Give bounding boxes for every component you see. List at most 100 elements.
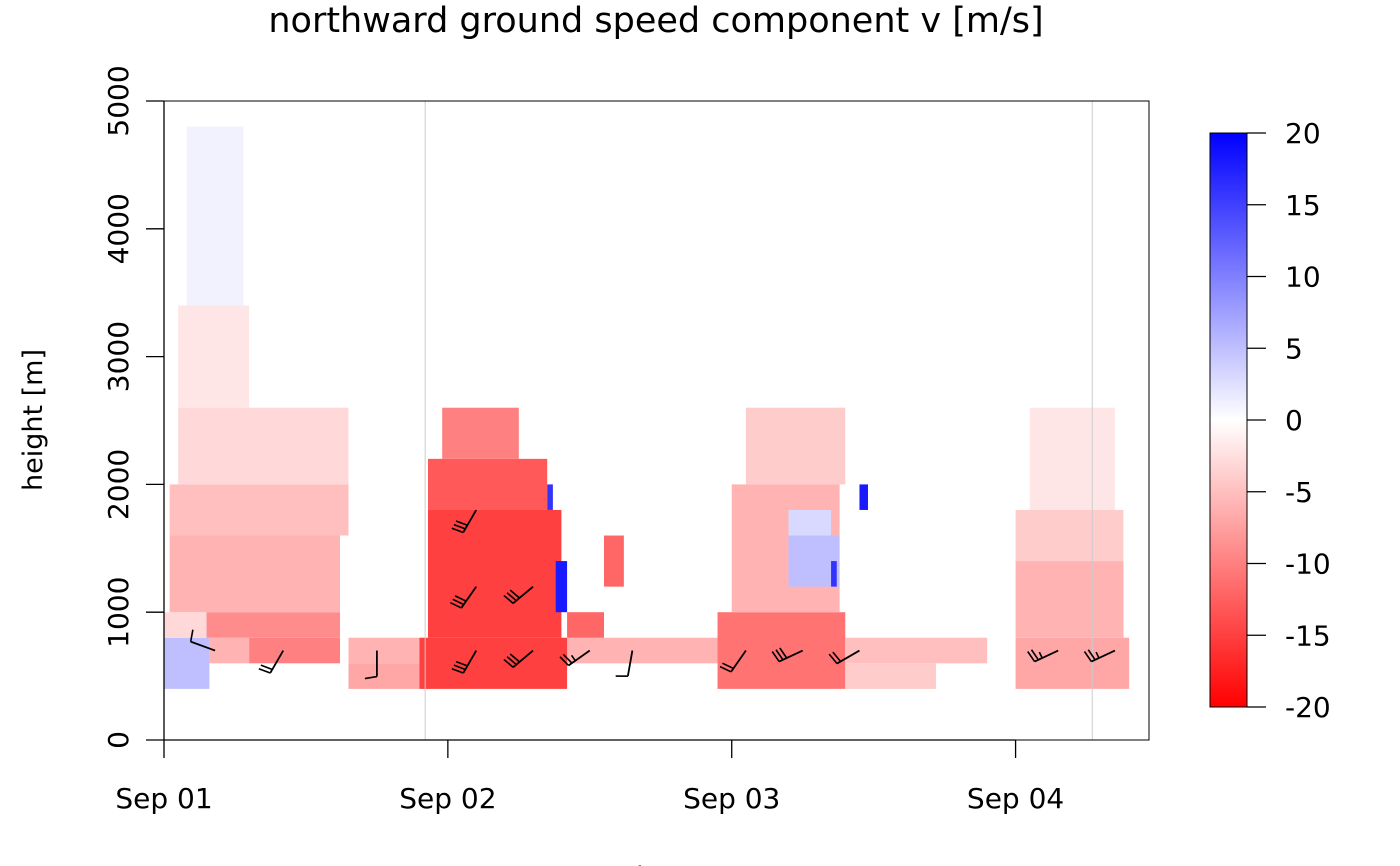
wind-barb-feather [364, 675, 378, 680]
wind-barb-feather [503, 594, 514, 604]
wind-barb-feather [719, 665, 732, 673]
wind-barb [189, 629, 216, 652]
wind-barb-shaft [190, 640, 216, 652]
colorbar-axis: 20 15 10 5 0 -5 -10 -15 -20 [1247, 117, 1331, 724]
heatmap-cell [745, 407, 846, 485]
wind-barb [615, 650, 634, 677]
heatmap-cell [1015, 637, 1130, 689]
wind-barb-feather [454, 595, 467, 602]
wind-barb-feather [722, 662, 734, 670]
colorbar-tick-label: 20 [1285, 117, 1321, 150]
wind-barb [451, 650, 478, 674]
wind-barb-feather [258, 668, 271, 674]
wind-barb-feather [1087, 649, 1096, 661]
wind-barb-feather [450, 601, 462, 609]
wind-barb-feather [562, 653, 573, 664]
heatmap-cell [419, 637, 568, 689]
heatmap-cell [567, 612, 604, 638]
day-boundary-lines [424, 101, 1093, 740]
wind-barb-shaft [269, 650, 285, 674]
heatmap-cell [603, 535, 624, 587]
heatmap-cell [427, 509, 562, 638]
wind-barb-half-feather [1038, 651, 1043, 659]
wind-barb-shaft [462, 650, 478, 674]
wind-barb [1027, 649, 1059, 663]
heatmap-cell [169, 535, 340, 613]
wind-barb [719, 650, 747, 673]
wind-barb-shaft [1090, 649, 1116, 663]
wind-barb-shaft [836, 649, 860, 665]
colorbar-tick-label: 5 [1285, 332, 1303, 365]
x-axis-label: time [625, 862, 686, 866]
wind-barb-feather [1027, 651, 1036, 662]
wind-barb [364, 650, 378, 680]
wind-barb-shaft [512, 585, 534, 605]
colorbar-tick-label: 10 [1285, 261, 1321, 294]
heatmap-cell [1029, 407, 1115, 510]
x-axis: Sep 01 Sep 02 Sep 03 Sep 04 [115, 739, 1064, 815]
wind-barb-feather [509, 589, 520, 599]
heatmap-cell [555, 561, 568, 613]
wind-barb-half-feather [570, 654, 576, 662]
wind-barb-feather [455, 520, 468, 527]
colorbar-tick-label: -15 [1285, 619, 1331, 652]
y-tick-label: 0 [102, 731, 135, 749]
wind-barb-shaft [626, 650, 634, 677]
y-tick-label: 1000 [102, 577, 135, 648]
wind-barb [258, 650, 285, 674]
y-tick-label: 4000 [102, 193, 135, 264]
heatmap-cell [1015, 509, 1124, 562]
colorbar-tick-label: -5 [1285, 476, 1313, 509]
chart-title: northward ground speed component v [m/s] [268, 1, 1043, 41]
wind-barb-feather [1030, 649, 1040, 661]
x-tick-label: Sep 02 [399, 782, 496, 815]
colorbar [1209, 132, 1248, 708]
wind-barb-feather [828, 653, 838, 665]
x-tick-label: Sep 03 [683, 782, 780, 815]
wind-barb [1083, 649, 1116, 663]
colorbar-tick-label: -10 [1285, 548, 1331, 581]
heatmap-cells [164, 126, 1130, 689]
wind-barb-feather [503, 658, 514, 668]
x-tick-label: Sep 01 [115, 782, 212, 815]
heatmap-cell [788, 535, 840, 587]
wind-barb [503, 585, 534, 605]
heatmap-cell [186, 126, 244, 306]
wind-barb-feather [506, 592, 517, 602]
wind-barb-feather [832, 651, 842, 662]
colorbar-tick-label: -20 [1285, 691, 1331, 724]
wind-barb-feather [559, 656, 570, 667]
x-tick-label: Sep 04 [967, 782, 1064, 815]
wind-barb-shaft [460, 586, 477, 609]
heatmap-cell [178, 407, 349, 485]
heatmap-cell [1015, 561, 1124, 638]
wind-barb [450, 586, 477, 609]
wind-barb-shaft [567, 649, 591, 667]
wind-barb-half-feather [1095, 651, 1100, 659]
wind-barb-shaft [778, 649, 804, 663]
y-tick-label: 5000 [102, 65, 135, 136]
wind-barb [451, 509, 478, 534]
wind-barb-feather [453, 664, 466, 671]
y-axis: 0 1000 2000 3000 4000 5000 [102, 65, 165, 749]
heatmap-cell [788, 509, 832, 536]
wind-barb [771, 647, 804, 663]
colorbar-tick-label: 15 [1285, 189, 1321, 222]
heatmap-cell [206, 612, 340, 638]
wind-barb-feather [260, 664, 273, 671]
wind-barb-feather [451, 668, 464, 674]
wind-barb-feather [1083, 651, 1093, 662]
heatmap-cell [249, 637, 340, 664]
y-axis-label: height [m] [18, 349, 49, 491]
wind-barb-shaft [1034, 649, 1059, 663]
heatmap-cell [427, 458, 548, 510]
wind-barb-feather [509, 653, 520, 663]
wind-barb-feather [451, 527, 464, 534]
heatmap-cell [209, 637, 250, 664]
wind-barb-shaft [512, 649, 534, 668]
colorbar-tick-label: 0 [1285, 404, 1303, 437]
heatmap-cell [845, 663, 937, 689]
y-tick-label: 3000 [102, 321, 135, 392]
wind-barb-shaft [730, 650, 747, 673]
